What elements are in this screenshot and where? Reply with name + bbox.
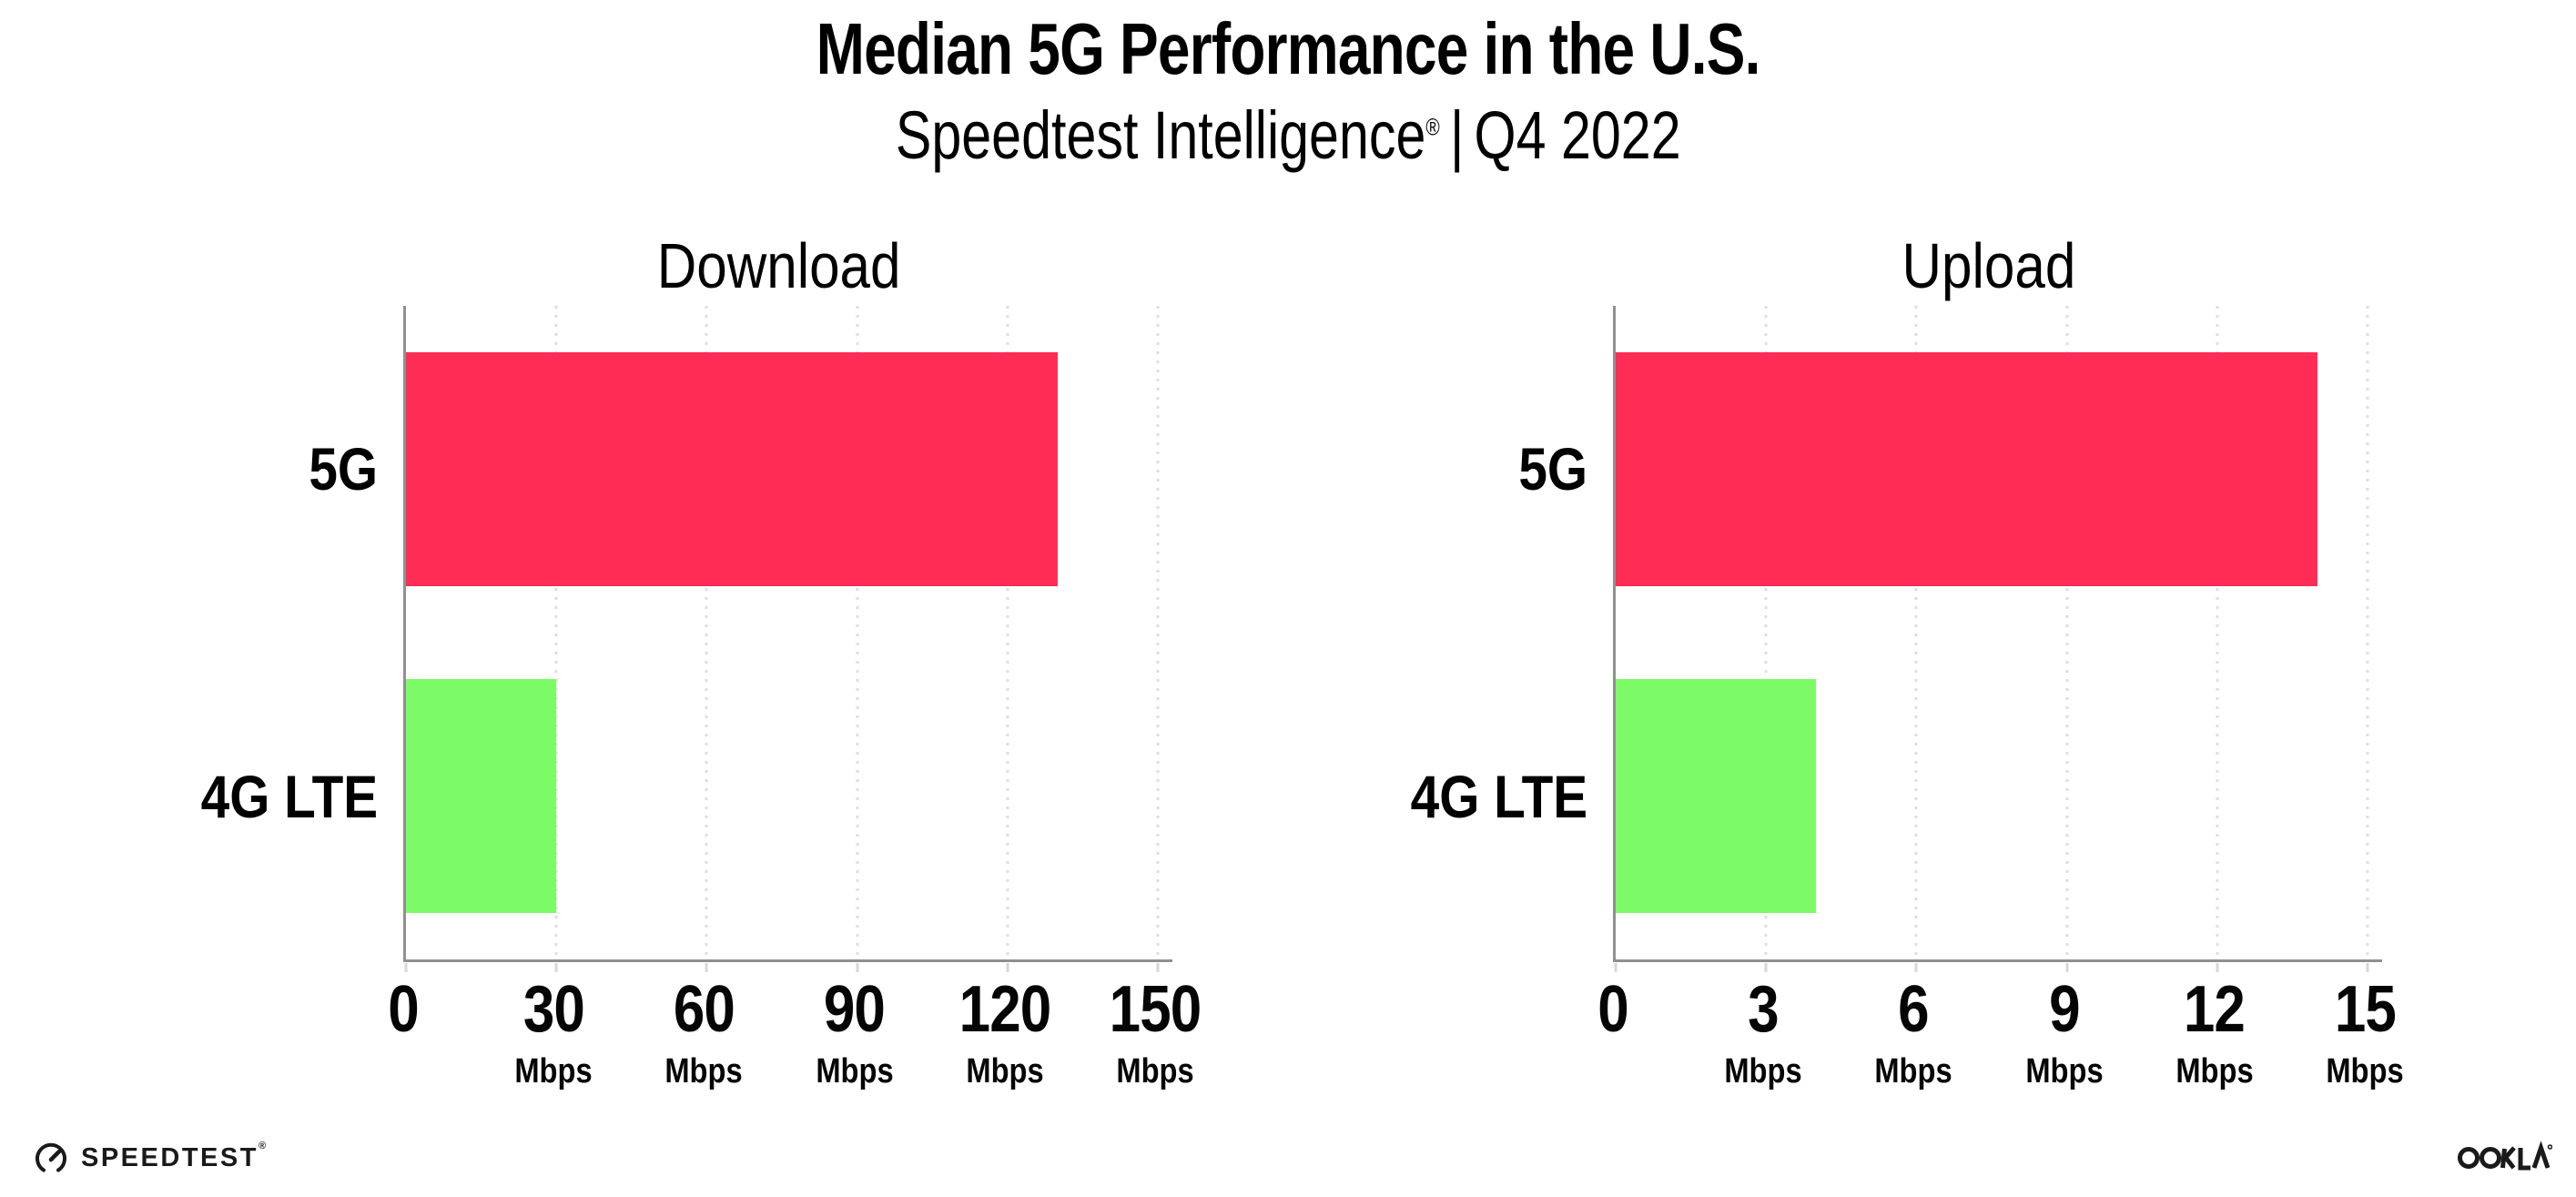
upload-x-axis: 0 3 Mbps 6 Mbps 9 Mbps 12 Mbps 15 Mbps: [1597, 973, 2403, 1158]
axis-tick: [1614, 963, 1618, 972]
subtitle-period: Q4 2022: [1474, 97, 1681, 173]
axis-tick: [1764, 963, 1768, 972]
gridline: [1764, 306, 1768, 959]
x-tick-label: 60 Mbps: [664, 973, 744, 1090]
upload-plot-area: [1613, 306, 2382, 972]
axis-tick: [856, 963, 859, 972]
x-tick-label: 15 Mbps: [2326, 973, 2404, 1090]
upload-chart-title: Upload: [1902, 230, 2076, 301]
gridline: [705, 306, 708, 959]
gridline: [856, 306, 859, 959]
x-tick-label: 120 Mbps: [958, 973, 1051, 1090]
download-x-axis: 0 30 Mbps 60 Mbps 90 Mbps 120 Mbps 150 M…: [388, 973, 1202, 1158]
axis-tick: [1156, 963, 1160, 972]
bar-4g-lte-upload: [1616, 679, 1817, 913]
category-label-4g-lte: 4G LTE: [200, 763, 378, 830]
download-y-axis-labels: 5G 4G LTE: [0, 0, 378, 1197]
upload-y-axis-labels: 5G 4G LTE: [1210, 0, 1587, 1197]
axis-tick: [2065, 963, 2069, 972]
page-title-text: Median 5G Performance in the U.S.: [816, 8, 1761, 89]
registered-mark: ®: [258, 1140, 267, 1151]
gridline: [554, 306, 558, 959]
gridline: [1914, 306, 1918, 959]
page-title: Median 5G Performance in the U.S.: [0, 7, 2576, 91]
category-label-5g: 5G: [309, 435, 378, 502]
x-tick-label: 0: [1597, 973, 1628, 1046]
speedtest-wordmark: SPEEDTEST®: [81, 1140, 267, 1172]
x-tick-label: 0: [388, 973, 419, 1046]
axis-tick: [554, 963, 558, 972]
page-subtitle: Speedtest Intelligence® | Q4 2022: [0, 96, 2576, 174]
x-tick-label: 3 Mbps: [1724, 973, 1802, 1090]
bar-5g-upload: [1616, 352, 2317, 586]
gridline: [1156, 306, 1160, 959]
x-tick-label: 12 Mbps: [2175, 973, 2254, 1090]
axis-tick: [1006, 963, 1009, 972]
ookla-logo: [2458, 1140, 2553, 1175]
download-chart-title: Download: [657, 230, 901, 301]
x-tick-label: 90 Mbps: [815, 973, 894, 1090]
ookla-wordmark-icon: [2458, 1141, 2553, 1171]
axis-tick: [1914, 963, 1918, 972]
gridline: [2216, 306, 2219, 959]
bar-5g-download: [406, 352, 1058, 586]
axis-tick: [705, 963, 708, 972]
registered-mark: ®: [1425, 113, 1440, 141]
speedtest-gauge-icon: [35, 1142, 66, 1172]
subtitle-separator: |: [1449, 97, 1465, 173]
axis-tick: [2366, 963, 2369, 972]
axis-tick: [404, 963, 408, 972]
gridline: [2366, 306, 2369, 959]
category-label-4g-lte: 4G LTE: [1410, 763, 1587, 830]
x-tick-label: 6 Mbps: [1874, 973, 1953, 1090]
download-plot-area: [403, 306, 1172, 972]
gridline: [2065, 306, 2069, 959]
x-tick-label: 150 Mbps: [1109, 973, 1202, 1090]
x-tick-label: 9 Mbps: [2024, 973, 2104, 1090]
speedtest-logo: SPEEDTEST®: [33, 1138, 266, 1178]
subtitle-brand: Speedtest Intelligence: [895, 97, 1426, 173]
bar-4g-lte-download: [406, 679, 557, 913]
x-tick-label: 30 Mbps: [514, 973, 593, 1090]
gridline: [1006, 306, 1009, 959]
category-label-5g: 5G: [1518, 435, 1587, 502]
axis-tick: [2216, 963, 2219, 972]
